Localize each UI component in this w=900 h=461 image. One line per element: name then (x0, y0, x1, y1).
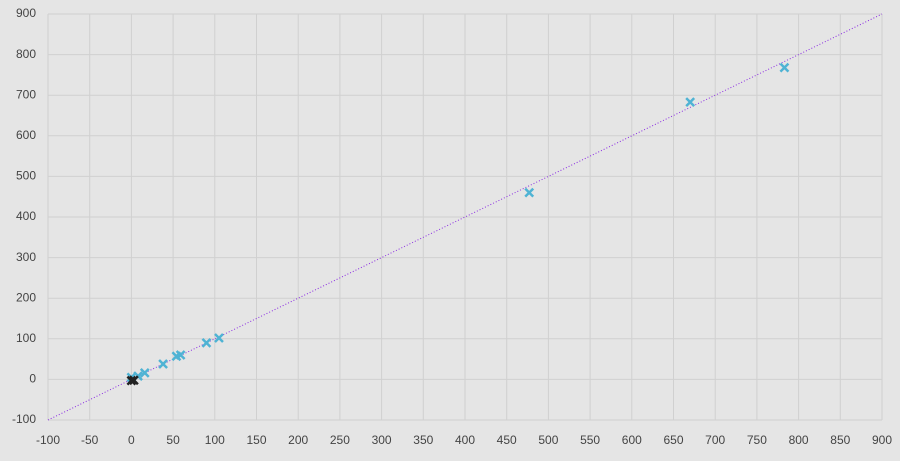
x-tick-label: -100 (36, 433, 60, 447)
point (129, 375, 139, 386)
point (524, 187, 535, 198)
x-tick-label: 300 (372, 433, 392, 447)
y-tick-label: 0 (29, 372, 36, 386)
point (158, 359, 168, 369)
y-tick-label: 200 (16, 290, 36, 304)
x-tick-label: 250 (330, 433, 350, 447)
x-tick-label: 900 (872, 433, 892, 447)
x-tick-label: 750 (747, 433, 767, 447)
x-tick-label: 500 (538, 433, 558, 447)
y-tick-label: 400 (16, 209, 36, 223)
x-tick-label: 600 (622, 433, 642, 447)
x-tick-label: 650 (663, 433, 683, 447)
point (214, 333, 224, 343)
y-tick-label: 700 (16, 87, 36, 101)
y-tick-label: 800 (16, 47, 36, 61)
x-tick-label: 700 (705, 433, 725, 447)
x-tick-label: 550 (580, 433, 600, 447)
point (779, 62, 790, 73)
y-tick-label: 900 (16, 6, 36, 20)
point (126, 375, 137, 386)
y-tick-label: -100 (12, 412, 36, 426)
x-tick-label: 850 (830, 433, 850, 447)
x-tick-label: 350 (413, 433, 433, 447)
x-tick-label: -50 (81, 433, 99, 447)
x-tick-label: 0 (128, 433, 135, 447)
y-tick-label: 300 (16, 250, 36, 264)
x-tick-label: 800 (789, 433, 809, 447)
x-tick-label: 400 (455, 433, 475, 447)
point (171, 351, 182, 362)
y-tick-label: 500 (16, 169, 36, 183)
x-tick-label: 450 (497, 433, 517, 447)
y-tick-label: 100 (16, 331, 36, 345)
x-tick-label: 50 (166, 433, 180, 447)
y-tick-label: 600 (16, 128, 36, 142)
x-tick-label: 200 (288, 433, 308, 447)
x-tick-label: 100 (205, 433, 225, 447)
point (201, 337, 212, 348)
x-tick-label: 150 (246, 433, 266, 447)
point (139, 368, 150, 378)
point (685, 97, 696, 107)
